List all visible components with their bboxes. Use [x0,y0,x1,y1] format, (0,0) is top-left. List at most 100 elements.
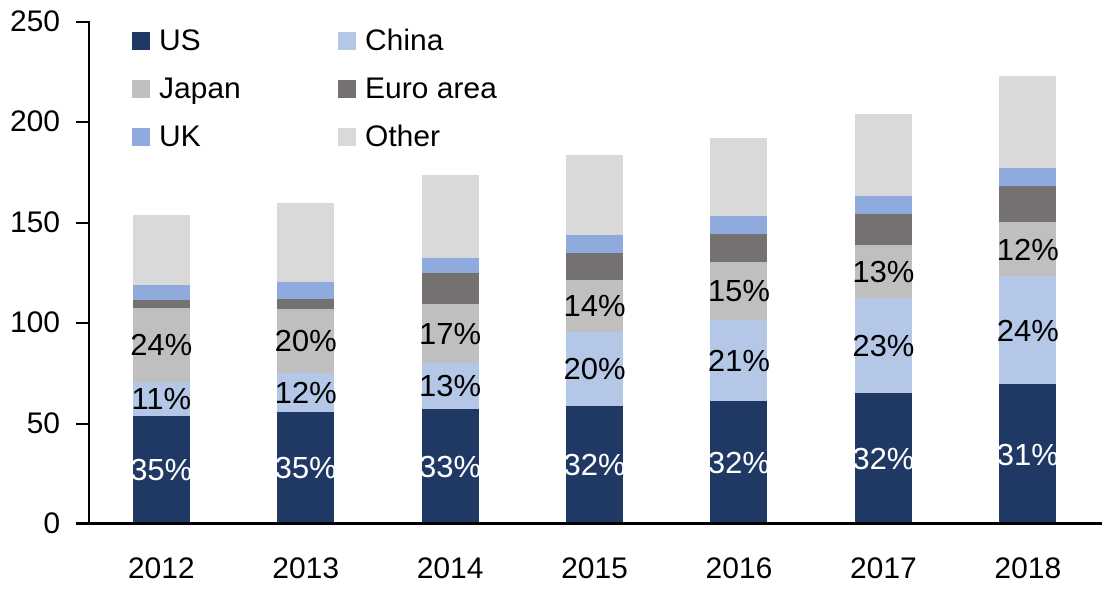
data-label-japan: 13% [852,254,915,290]
y-axis-line [88,21,90,525]
legend-item-us: US [132,24,201,58]
x-axis-line [76,522,1102,525]
bar-segment-japan: 17% [419,303,482,364]
x-axis-label-2012: 2012 [127,552,195,585]
data-label-us: 32% [852,440,915,476]
y-axis-tick [76,422,88,425]
bar-segment-japan: 20% [274,308,337,373]
y-axis-tick-label: 50 [26,406,60,440]
y-axis-tick-label: 100 [9,306,60,340]
bar-segment-other [421,174,479,258]
legend-label-us: US [159,24,201,57]
bar-segment-euro-area [566,252,623,280]
bar-segment-us: 32% [563,405,626,524]
x-axis-label-2013: 2013 [272,552,340,585]
data-label-japan: 17% [419,316,482,352]
bar-segment-china: 20% [563,331,626,406]
legend-swatch-us [132,32,150,50]
data-label-china: 24% [996,312,1059,348]
bar-segment-other [566,154,623,235]
bar-segment-us: 35% [130,415,193,524]
y-axis-tick-label: 150 [9,205,60,239]
legend-label-euro-area: Euro area [365,72,497,105]
bar-2017: 13% 23% 32% [852,114,915,524]
data-label-japan: 14% [563,288,626,324]
bar-segment-japan: 12% [996,222,1059,277]
legend-item-uk: UK [132,120,201,154]
legend-swatch-uk [132,128,150,146]
bar-2018: 12% 24% 31% [996,76,1059,524]
bar-segment-other [710,138,768,216]
bar-segment-japan: 14% [563,279,626,332]
data-label-china: 12% [274,374,337,410]
y-axis-tick-label: 250 [9,5,60,38]
bar-segment-other [854,114,912,196]
y-axis-tick-label: 200 [9,105,60,139]
data-label-us: 32% [707,444,770,480]
data-label-china: 11% [131,381,192,417]
data-label-japan: 15% [707,273,770,309]
data-label-china: 23% [852,327,915,363]
bar-segment-us: 32% [707,400,770,524]
legend-swatch-japan [132,80,150,98]
bar-segment-china: 21% [707,319,770,401]
y-axis-tick [76,21,88,23]
bar-segment-us: 31% [996,384,1059,524]
bar-segment-uk [277,281,335,299]
data-label-japan: 12% [996,231,1059,267]
bar-segment-us: 35% [274,411,337,524]
bar-segment-euro-area [999,186,1057,223]
bar-2014: 17% 13% 33% [419,174,482,524]
data-label-china: 20% [563,351,626,387]
data-label-us: 32% [563,447,626,483]
legend-swatch-china [338,32,356,50]
legend-swatch-other [338,128,356,146]
y-axis-tick [76,221,88,224]
bar-segment-japan: 15% [707,261,770,320]
data-label-china: 21% [707,342,770,378]
legend-item-other: Other [338,120,440,154]
y-axis-tick-label: 0 [43,507,60,540]
bar-segment-china: 11% [131,381,192,417]
data-label-us: 35% [274,450,337,486]
bar-2013: 20% 12% 35% [274,202,337,524]
legend-item-euro-area: Euro area [338,72,497,106]
y-axis-tick [76,322,88,325]
x-axis-label-2015: 2015 [561,552,628,585]
bar-segment-us: 33% [419,408,482,524]
bar-segment-uk [132,285,190,301]
data-label-japan: 24% [130,327,193,363]
x-axis-label-2016: 2016 [705,552,773,585]
bar-segment-uk [566,234,623,253]
legend-label-japan: Japan [159,72,241,105]
legend-label-china: China [365,24,444,57]
bar-segment-japan: 13% [852,244,915,299]
bar-segment-euro-area [710,233,768,262]
bar-segment-japan: 24% [130,307,193,382]
bar-segment-other [999,76,1057,169]
data-label-japan: 20% [274,323,337,359]
bar-segment-uk [854,195,912,214]
legend-label-other: Other [365,120,441,153]
bar-segment-china: 23% [852,298,915,393]
bar-segment-uk [710,215,768,234]
legend-label-uk: UK [159,120,201,153]
legend-item-japan: Japan [132,72,241,106]
data-label-us: 31% [996,436,1059,472]
bar-segment-china: 13% [419,363,482,409]
data-label-us: 33% [419,448,482,484]
bar-2016: 15% 21% 32% [707,138,770,524]
legend-swatch-euro-area [338,80,356,98]
data-label-china: 13% [419,368,482,404]
bar-segment-china: 24% [996,276,1059,385]
x-axis-label-2017: 2017 [849,552,917,585]
bar-segment-other [277,202,335,282]
x-axis-label-2014: 2014 [416,552,484,585]
bar-segment-uk [421,257,479,273]
x-axis-label-2018: 2018 [994,552,1062,585]
bar-segment-china: 12% [274,372,337,412]
data-label-us: 35% [130,452,193,488]
bar-segment-other [132,214,190,286]
bar-2015: 14% 20% 32% [563,154,626,524]
